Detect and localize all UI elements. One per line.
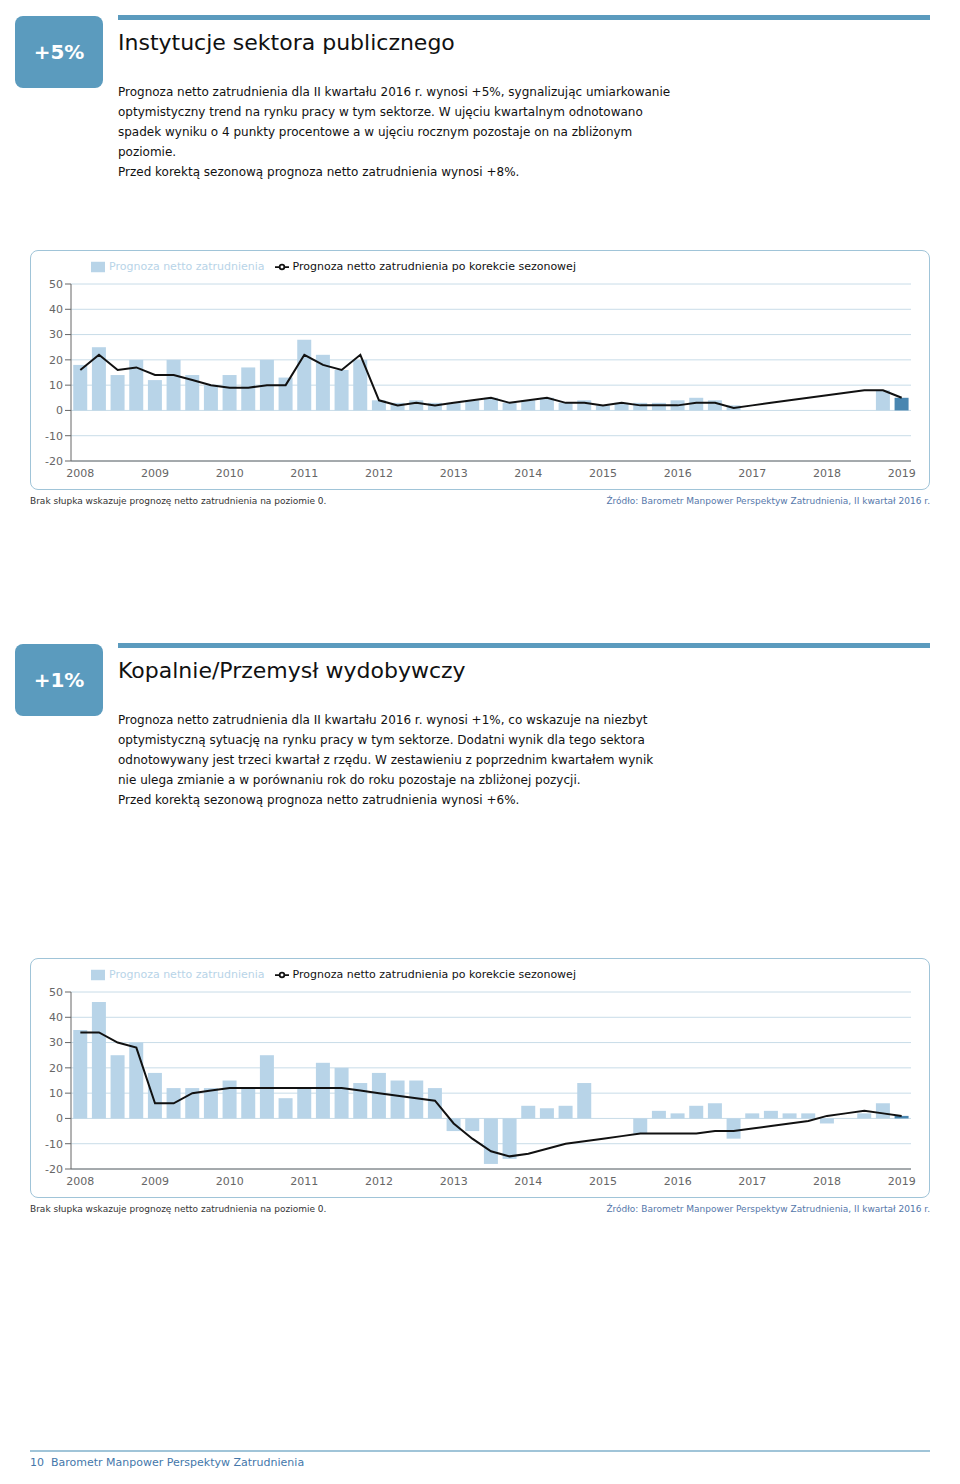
svg-text:0: 0: [56, 404, 63, 417]
svg-text:2016: 2016: [664, 467, 692, 480]
html-text:Prognoza netto zatrudnienia: Prognoza netto zatrudnienia: [109, 260, 265, 273]
html-text:Prognoza netto zatrudnienia po: Prognoza netto zatrudnienia po korekcie …: [292, 968, 576, 981]
html-text:Prognoza netto zatrudnienia po: Prognoza netto zatrudnienia po korekcie …: [292, 260, 576, 273]
html-text:Brak słupka wskazuje prognozę: Brak słupka wskazuje prognozę netto zatr…: [30, 496, 327, 506]
html-text:Źródło: Barometr Manpower Pers: Źródło: Barometr Manpower Perspektyw Zat…: [606, 1204, 930, 1214]
html-text:Kopalnie/Przemysł wydobywczy: Kopalnie/Przemysł wydobywczy: [118, 658, 466, 683]
html-text:Źródło: Barometr Manpower Pers: Źródło: Barometr Manpower Perspektyw Zat…: [606, 496, 930, 506]
svg-text:2009: 2009: [141, 467, 169, 480]
svg-text:2017: 2017: [738, 1175, 766, 1188]
svg-text:2013: 2013: [440, 467, 468, 480]
svg-text:2011: 2011: [290, 1175, 318, 1188]
svg-text:2010: 2010: [216, 467, 244, 480]
svg-text:30: 30: [49, 328, 63, 341]
svg-text:2015: 2015: [589, 467, 617, 480]
svg-text:2014: 2014: [514, 1175, 542, 1188]
svg-text:2008: 2008: [66, 467, 94, 480]
html-text:Prognoza netto zatrudnienia dl: Prognoza netto zatrudnienia dla II kwart…: [118, 85, 671, 179]
html-text:+5%: +5%: [33, 40, 85, 64]
svg-text:2019: 2019: [888, 1175, 916, 1188]
svg-text:2013: 2013: [440, 1175, 468, 1188]
svg-text:20: 20: [49, 354, 63, 367]
svg-text:2012: 2012: [365, 1175, 393, 1188]
svg-text:2017: 2017: [738, 467, 766, 480]
svg-text:20: 20: [49, 1062, 63, 1075]
html-text:Prognoza netto zatrudnienia: Prognoza netto zatrudnienia: [109, 968, 265, 981]
svg-text:-10: -10: [45, 1138, 63, 1151]
svg-text:40: 40: [49, 303, 63, 316]
html-text:Prognoza netto zatrudnienia dl: Prognoza netto zatrudnienia dla II kwart…: [118, 713, 654, 807]
svg-text:2008: 2008: [66, 1175, 94, 1188]
svg-text:2018: 2018: [813, 467, 841, 480]
svg-text:40: 40: [49, 1011, 63, 1024]
svg-text:50: 50: [49, 986, 63, 999]
html-text:Brak słupka wskazuje prognozę: Brak słupka wskazuje prognozę netto zatr…: [30, 1204, 327, 1214]
svg-text:2015: 2015: [589, 1175, 617, 1188]
svg-text:10: 10: [49, 1087, 63, 1100]
svg-text:30: 30: [49, 1036, 63, 1049]
svg-text:2014: 2014: [514, 467, 542, 480]
svg-text:0: 0: [56, 1112, 63, 1125]
html-text:Instytucje sektora publicznego: Instytucje sektora publicznego: [118, 30, 455, 55]
svg-text:2016: 2016: [664, 1175, 692, 1188]
svg-text:50: 50: [49, 278, 63, 291]
svg-text:2012: 2012: [365, 467, 393, 480]
svg-text:2018: 2018: [813, 1175, 841, 1188]
svg-text:-20: -20: [45, 455, 63, 468]
svg-text:-20: -20: [45, 1163, 63, 1176]
svg-text:2009: 2009: [141, 1175, 169, 1188]
svg-text:-10: -10: [45, 430, 63, 443]
svg-text:2010: 2010: [216, 1175, 244, 1188]
svg-text:2019: 2019: [888, 467, 916, 480]
html-text:10 Barometr Manpower Perspekty: 10 Barometr Manpower Perspektyw Zatrudni…: [30, 1456, 305, 1469]
svg-text:10: 10: [49, 379, 63, 392]
svg-text:2011: 2011: [290, 467, 318, 480]
html-text:+1%: +1%: [33, 668, 85, 692]
